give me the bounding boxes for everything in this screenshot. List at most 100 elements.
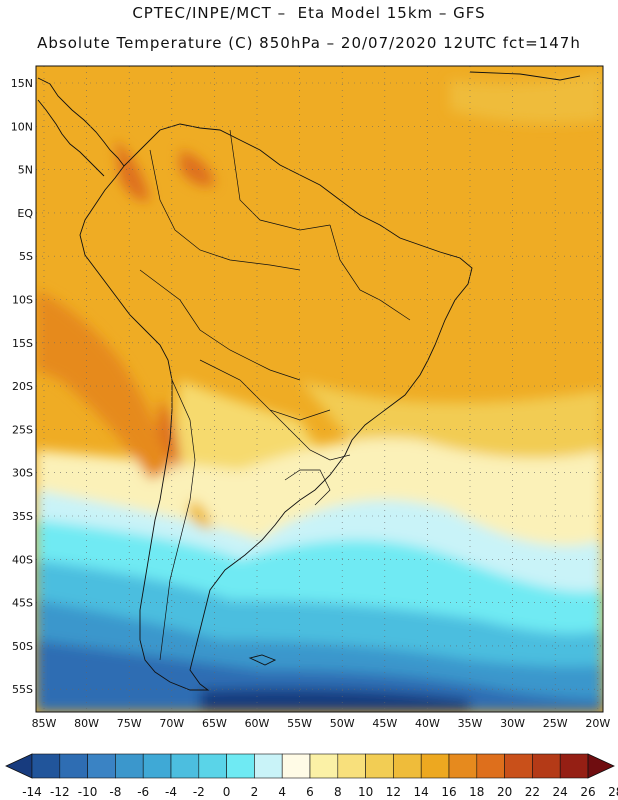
field-andes-venezuela xyxy=(180,150,215,186)
lat-label: 10N xyxy=(11,120,33,133)
lon-label: 85W xyxy=(32,717,57,730)
lon-label: 65W xyxy=(202,717,227,730)
lon-label: 60W xyxy=(245,717,270,730)
coast-south-america xyxy=(79,123,473,691)
colorbar-label: -2 xyxy=(193,785,205,799)
colorbar-label: 6 xyxy=(306,785,314,799)
field-orange-pacific xyxy=(36,290,170,480)
lon-label: 25W xyxy=(543,717,568,730)
map-frame xyxy=(35,65,604,713)
colorbar-box xyxy=(115,753,144,779)
colorbar-box xyxy=(198,753,227,779)
field-andes-north xyxy=(115,140,150,201)
colorbar-box xyxy=(420,753,450,779)
lon-label: 70W xyxy=(159,717,184,730)
colorbar-box xyxy=(504,753,533,779)
colorbar-label: 2 xyxy=(251,785,259,799)
colorbar-box xyxy=(448,753,478,779)
colorbar-box xyxy=(309,753,339,779)
colorbar-box xyxy=(559,753,589,779)
colorbar: -14 -12 -10 -8 -6 -4 -2 0 2 4 6 8 10 12 14 16 18 20 22 24 26… xyxy=(5,753,618,799)
lat-label: 30S xyxy=(12,467,33,480)
colorbar-under-triangle xyxy=(5,753,33,779)
colorbar-label: 4 xyxy=(278,785,286,799)
colorbar-label: 28 xyxy=(608,785,618,799)
colorbar-label: 20 xyxy=(497,785,512,799)
colorbar-label: 14 xyxy=(414,785,429,799)
colorbar-label: 24 xyxy=(553,785,568,799)
border-brazil-states xyxy=(329,224,411,321)
lat-label: 15N xyxy=(11,77,33,90)
colorbar-label: 16 xyxy=(441,785,456,799)
colorbar-label: -4 xyxy=(165,785,177,799)
field-yellow-east xyxy=(300,380,603,480)
colorbar-box xyxy=(393,753,422,779)
lon-label: 50W xyxy=(330,717,355,730)
field-blue-deepest xyxy=(200,688,470,712)
border-venezuela xyxy=(229,129,331,231)
lon-label: 45W xyxy=(372,717,397,730)
border-uruguay xyxy=(284,469,331,506)
colorbar-box xyxy=(226,753,255,779)
colorbar-box xyxy=(59,753,88,779)
lat-label: 5N xyxy=(18,164,33,177)
colorbar-box xyxy=(170,753,200,779)
lon-label: 20W xyxy=(585,717,610,730)
colorbar-label: -8 xyxy=(109,785,121,799)
colorbar-label: 0 xyxy=(223,785,231,799)
colorbar-box xyxy=(476,753,505,779)
colorbar-over-triangle xyxy=(587,753,615,779)
field-patagonia-warm xyxy=(188,500,212,530)
colorbar-label: 18 xyxy=(469,785,484,799)
colorbar-box xyxy=(532,753,561,779)
coast-central-america-pacific xyxy=(37,99,105,177)
lat-label: 50S xyxy=(12,640,33,653)
lat-label: 40S xyxy=(12,553,33,566)
colorbar-box xyxy=(337,753,366,779)
colorbar-box xyxy=(142,753,172,779)
colorbar-label: 26 xyxy=(580,785,595,799)
lat-label: 35S xyxy=(12,510,33,523)
colorbar-box xyxy=(87,753,116,779)
lon-label: 75W xyxy=(117,717,142,730)
colorbar-label: 8 xyxy=(334,785,342,799)
colorbar-label: -12 xyxy=(50,785,70,799)
field-andes-south xyxy=(158,400,180,470)
colorbar-label: 22 xyxy=(525,785,540,799)
title-line-2: Absolute Temperature (C) 850hPa – 20/07/… xyxy=(37,34,581,52)
colorbar-label: -14 xyxy=(22,785,42,799)
coast-falklands xyxy=(248,654,277,666)
border-colombia xyxy=(149,149,301,271)
coastline-outline xyxy=(37,71,581,691)
lon-label: 40W xyxy=(415,717,440,730)
lat-label: 5S xyxy=(19,250,33,263)
title-line-1: CPTEC/INPE/MCT – Eta Model 15km – GFS xyxy=(132,4,486,22)
border-peru-brazil xyxy=(139,269,301,381)
lat-label: 15S xyxy=(12,337,33,350)
lat-label: 10S xyxy=(12,294,33,307)
lat-label: 25S xyxy=(12,423,33,436)
colorbar-box xyxy=(31,753,61,779)
colorbar-label: -10 xyxy=(78,785,98,799)
border-chile-argentina xyxy=(159,379,196,661)
lat-label: EQ xyxy=(17,207,33,220)
colorbar-box xyxy=(365,753,394,779)
colorbar-box xyxy=(254,753,283,779)
longitude-labels: 85W 80W 75W 70W 65W 60W 55W 50W 45W 40W 35W 30W 25W 2… xyxy=(32,717,611,730)
lat-label: 45S xyxy=(12,597,33,610)
lat-label: 20S xyxy=(12,380,33,393)
lat-label: 55S xyxy=(12,683,33,696)
country-borders-outline xyxy=(139,129,411,661)
lon-label: 30W xyxy=(500,717,525,730)
temperature-field xyxy=(36,66,603,712)
colorbar-label: -6 xyxy=(137,785,149,799)
latitude-labels: 15N 10N 5N EQ 5S 10S 15S 20S 25S 30S 35S 40S 45S 50S 5… xyxy=(11,77,34,696)
colorbar-label: 12 xyxy=(386,785,401,799)
colorbar-label: 10 xyxy=(358,785,373,799)
coast-caribbean-islands xyxy=(469,71,581,81)
lon-label: 35W xyxy=(458,717,483,730)
lon-label: 55W xyxy=(287,717,312,730)
colorbar-box xyxy=(281,753,311,779)
field-atlantic-north xyxy=(450,70,603,124)
